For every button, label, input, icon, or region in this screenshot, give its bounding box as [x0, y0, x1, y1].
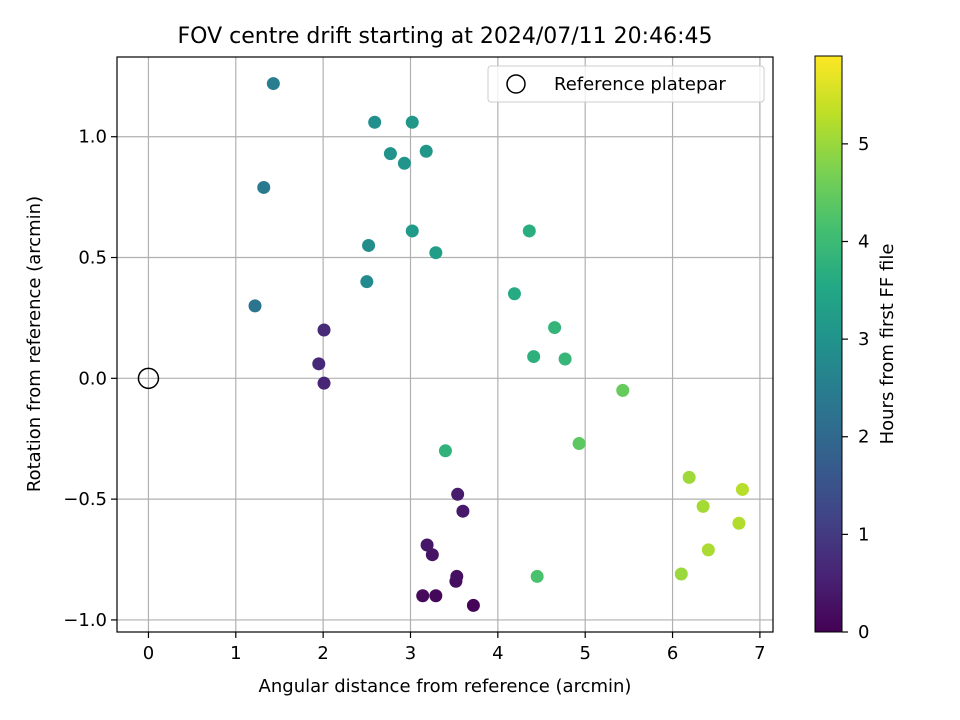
scatter-point: [438, 444, 452, 458]
y-tick-label: 0.0: [78, 368, 107, 389]
scatter-point: [507, 287, 521, 301]
legend: Reference platepar: [487, 65, 765, 103]
legend-marker-circle: [506, 74, 526, 94]
colorbar-tick-label: 5: [858, 134, 869, 155]
scatter-point: [420, 538, 434, 552]
scatter-point: [732, 516, 746, 530]
scatter-point: [450, 569, 464, 583]
x-tick-label: 1: [230, 643, 241, 664]
scatter-point: [451, 487, 465, 501]
scatter-point: [522, 224, 536, 238]
scatter-point: [527, 350, 541, 364]
scatter-point: [696, 499, 710, 513]
colorbar-tick-label: 2: [858, 427, 869, 448]
scatter-point: [548, 321, 562, 335]
colorbar-tick-label: 1: [858, 524, 869, 545]
scatter-point: [368, 115, 382, 129]
x-tick-label: 0: [143, 643, 154, 664]
x-tick-label: 5: [579, 643, 590, 664]
scatter-point: [456, 504, 470, 518]
colorbar-ticks: 0 1 2 3 4 5: [842, 134, 869, 643]
scatter-point: [419, 144, 433, 158]
scatter-point: [558, 352, 572, 366]
x-tick-label: 2: [317, 643, 328, 664]
y-tick-label: −1.0: [63, 610, 107, 631]
x-tick-label: 6: [667, 643, 678, 664]
scatter-point: [674, 567, 688, 581]
scatter-point: [248, 299, 262, 313]
axis-ticks: 0 1 2 3 4 5 6 7 −1.0 −0.5 0.0 0.5 1.0: [63, 127, 765, 664]
grid: [117, 57, 773, 632]
scatter-point: [362, 238, 376, 252]
colorbar: 0 1 2 3 4 5 Hours from first FF file: [814, 55, 898, 643]
scatter-point: [616, 383, 630, 397]
colorbar-tick-label: 4: [858, 231, 869, 252]
plot-area-frame: [116, 56, 774, 633]
legend-box: [487, 65, 765, 103]
scatter-point: [466, 598, 480, 612]
scatter-point: [383, 147, 397, 161]
scatter-point: [317, 376, 331, 390]
scatter-point: [416, 589, 430, 603]
x-tick-label: 4: [492, 643, 503, 664]
x-tick-label: 7: [754, 643, 765, 664]
chart-title: FOV centre drift starting at 2024/07/11 …: [178, 24, 713, 49]
colorbar-tick-label: 0: [858, 622, 869, 643]
colorbar-label: Hours from first FF file: [877, 244, 898, 445]
scatter-point: [572, 437, 586, 451]
scatter-point: [405, 115, 419, 129]
scatter-point: [397, 156, 411, 170]
scatter-point: [405, 224, 419, 238]
reference-platepar-marker: [137, 367, 160, 390]
data-points: [137, 77, 749, 612]
y-tick-label: 1.0: [78, 127, 107, 148]
scatter-point: [530, 569, 544, 583]
colorbar-tick-label: 3: [858, 329, 869, 350]
x-tick-label: 3: [405, 643, 416, 664]
scatter-point: [429, 246, 443, 260]
y-axis-label: Rotation from reference (arcmin): [24, 196, 45, 492]
scatter-point: [360, 275, 374, 289]
scatter-point: [425, 548, 439, 562]
scatter-point: [429, 589, 443, 603]
scatter-point: [701, 543, 715, 557]
colorbar-gradient: [814, 55, 843, 633]
legend-label: Reference platepar: [554, 74, 726, 95]
scatter-point: [682, 470, 696, 484]
scatter-point: [735, 482, 749, 496]
y-tick-label: 0.5: [78, 248, 107, 269]
x-axis-label: Angular distance from reference (arcmin): [259, 676, 632, 697]
y-tick-label: −0.5: [63, 489, 107, 510]
scatter-point: [266, 77, 280, 91]
scatter-point: [317, 323, 331, 337]
scatter-point: [257, 180, 271, 194]
scatter-point: [312, 357, 326, 371]
